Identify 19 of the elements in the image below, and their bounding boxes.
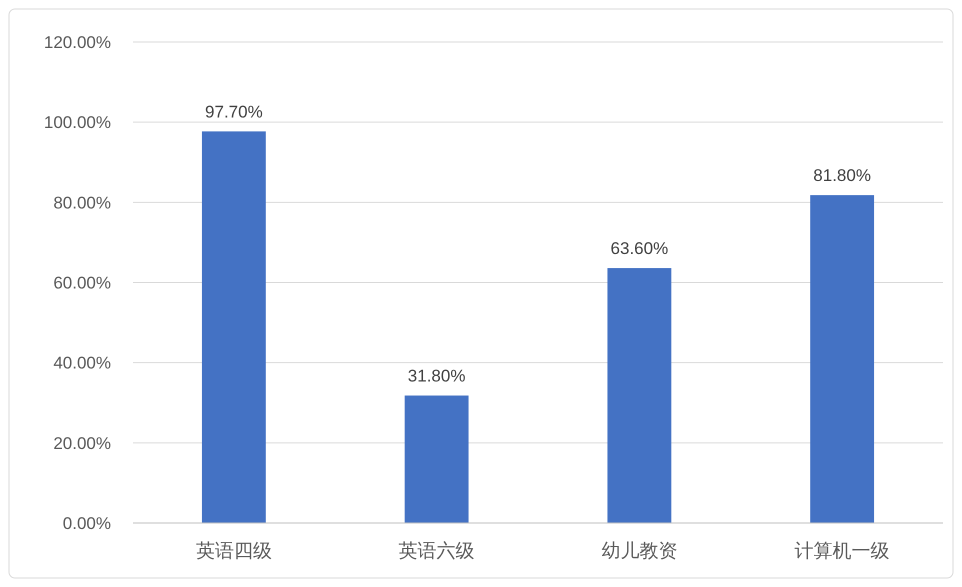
x-tick-label: 计算机一级 (794, 541, 890, 562)
x-tick-label: 英语六级 (398, 540, 475, 562)
y-tick-label: 20.00% (53, 434, 111, 453)
data-label: 81.80% (813, 166, 871, 186)
x-tick-label: 幼儿教资 (601, 541, 678, 562)
data-label: 97.70% (205, 102, 263, 122)
y-tick-label: 100.00% (44, 113, 111, 132)
y-tick-label: 80.00% (53, 193, 111, 212)
y-tick-label: 60.00% (53, 273, 111, 292)
y-tick-label: 120.00% (44, 32, 111, 52)
bar (810, 195, 874, 523)
data-label: 63.60% (610, 239, 668, 258)
bar (607, 268, 672, 523)
data-label: 31.80% (408, 366, 466, 386)
bar (404, 396, 469, 523)
bar (202, 131, 266, 523)
y-tick-label: 40.00% (53, 354, 111, 373)
y-tick-label: 0.00% (62, 514, 111, 533)
x-tick-label: 英语四级 (196, 541, 272, 562)
